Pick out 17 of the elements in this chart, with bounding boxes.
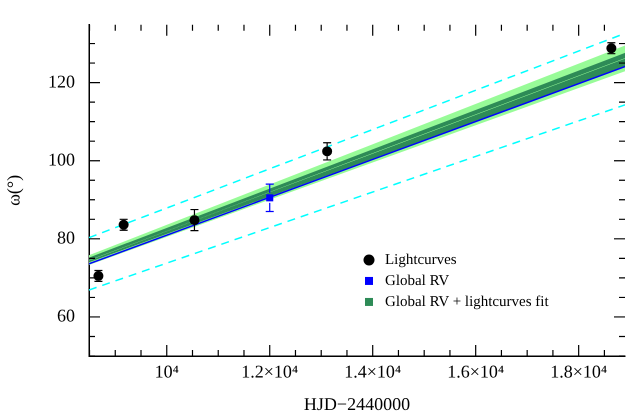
y-tick-label: 120 (48, 71, 75, 92)
y-tick-label: 80 (57, 228, 75, 248)
x-tick-label: 1.8×10⁴ (550, 362, 608, 382)
y-tick-label: 100 (48, 149, 75, 170)
y-tick-label: 60 (57, 306, 75, 326)
x-tick-label: 1.2×10⁴ (241, 362, 298, 382)
legend-label: Lightcurves (385, 252, 457, 268)
x-tick-label: 1.4×10⁴ (344, 362, 402, 382)
x-axis-title: HJD−2440000 (304, 394, 410, 414)
legend-label: Global RV + lightcurves fit (385, 294, 550, 310)
point (189, 215, 200, 226)
point (322, 146, 332, 156)
x-tick-label: 1.6×10⁴ (447, 362, 504, 382)
legend-label: Global RV (385, 272, 450, 289)
point (266, 194, 274, 202)
y-axis-title: ω(°) (4, 174, 24, 206)
x-tick-label: 10⁴ (154, 362, 179, 382)
